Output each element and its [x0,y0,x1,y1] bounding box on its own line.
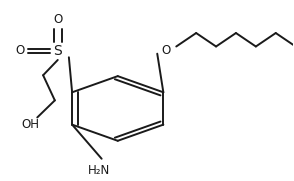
Text: H₂N: H₂N [88,164,110,177]
Text: O: O [53,13,62,26]
Text: OH: OH [21,118,39,131]
Text: O: O [15,45,24,58]
Text: O: O [161,45,171,58]
Text: S: S [54,44,62,58]
